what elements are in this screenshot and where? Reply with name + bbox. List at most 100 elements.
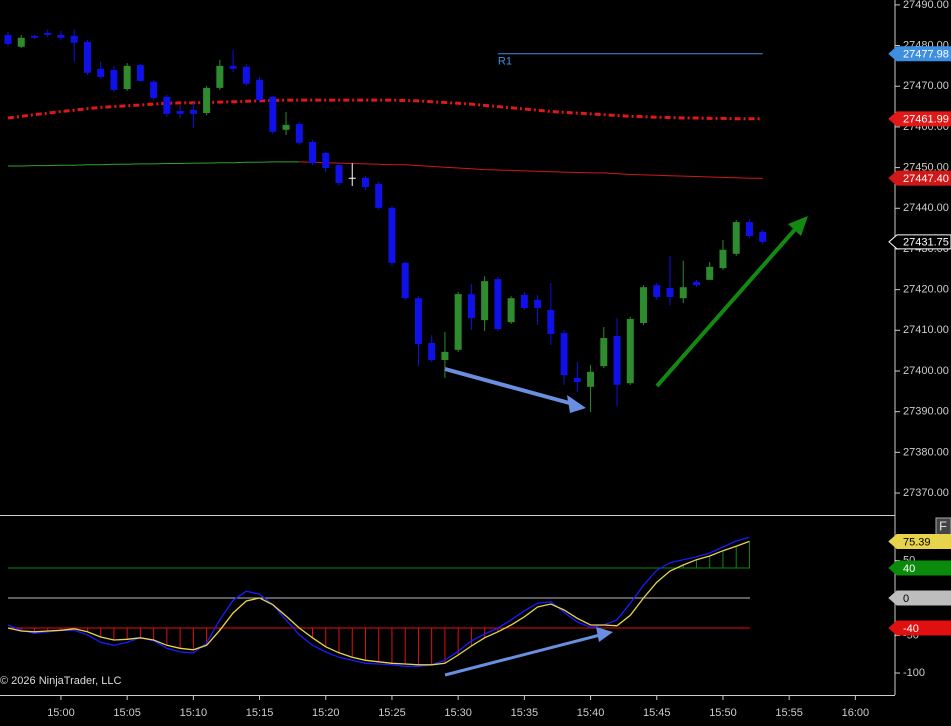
candle-body xyxy=(70,35,78,43)
candle-body xyxy=(428,342,436,361)
y-tick-label: 27400.00 xyxy=(903,365,949,377)
candle-body xyxy=(123,65,131,90)
level-tag-bg xyxy=(888,620,951,636)
candle-body xyxy=(679,287,687,299)
x-tick-label: 15:25 xyxy=(378,707,406,719)
indicator-line xyxy=(7,540,750,666)
x-tick-label: 15:35 xyxy=(511,707,539,719)
candle-body xyxy=(163,96,171,114)
y-tick-label: 27420.00 xyxy=(903,284,949,296)
candle-body xyxy=(229,65,237,69)
y-tick-label: 27470.00 xyxy=(903,80,949,92)
candle-body xyxy=(216,65,224,88)
annotation-arrow xyxy=(444,367,586,413)
plot-area: R1 xyxy=(4,29,767,667)
y-tick-label: 27380.00 xyxy=(903,446,949,458)
moving-average xyxy=(299,161,763,179)
annotation-arrow xyxy=(655,216,808,388)
price-tag-bg xyxy=(888,111,951,127)
candle-body xyxy=(150,81,158,99)
candle-body xyxy=(375,183,383,208)
candle-body xyxy=(176,111,184,114)
candle-body xyxy=(732,222,740,254)
candle-body xyxy=(322,152,330,169)
candle-body xyxy=(626,318,634,384)
candle-body xyxy=(256,79,264,101)
level-tag: 0 xyxy=(903,593,909,605)
x-tick-label: 15:00 xyxy=(47,707,75,719)
candle-body xyxy=(44,32,52,35)
candle-body xyxy=(719,249,727,269)
y-tick-label: 27390.00 xyxy=(903,406,949,418)
candle-body xyxy=(560,333,568,376)
y-tick-label: -100 xyxy=(903,667,925,679)
x-tick-label: 16:00 xyxy=(842,707,870,719)
annotation-arrow xyxy=(444,627,613,677)
last-price-tag-bg xyxy=(888,234,951,250)
indicator-line xyxy=(7,536,750,667)
x-tick-label: 15:40 xyxy=(577,707,605,719)
candle-body xyxy=(441,351,449,361)
candle-body xyxy=(454,294,462,350)
candle-body xyxy=(494,279,502,330)
moving-average xyxy=(8,161,300,167)
x-tick-label: 15:20 xyxy=(312,707,340,719)
candle-body xyxy=(706,266,714,280)
price-tag: 27461.99 xyxy=(903,114,949,126)
candle-body xyxy=(335,165,343,184)
candle-body xyxy=(534,299,542,308)
candle-body xyxy=(587,371,595,387)
candle-body xyxy=(189,109,197,114)
moving-average xyxy=(7,98,763,121)
candle-body xyxy=(242,66,250,84)
candle-body xyxy=(110,69,118,90)
candle-body xyxy=(203,87,211,114)
candle-body xyxy=(759,231,767,242)
candle-body xyxy=(600,338,608,367)
price-tag-bg xyxy=(888,170,951,186)
candle-body xyxy=(481,281,489,321)
candle-body xyxy=(467,294,475,319)
x-tick-label: 15:45 xyxy=(643,707,671,719)
x-tick-label: 15:15 xyxy=(246,707,274,719)
button-label[interactable]: F xyxy=(939,518,947,533)
copyright: © 2026 NinjaTrader, LLC xyxy=(0,675,121,687)
level-tag: -40 xyxy=(903,623,919,635)
price-tag: 27477.98 xyxy=(903,49,949,61)
candle-body xyxy=(692,281,700,286)
candle-body xyxy=(136,65,144,81)
candle-body xyxy=(97,68,105,77)
level-tag-bg xyxy=(888,560,951,576)
pivot-label: R1 xyxy=(498,56,512,68)
candle-body xyxy=(57,34,65,38)
price-tag-bg xyxy=(888,46,951,62)
candle-body xyxy=(573,377,581,382)
candle-body xyxy=(361,177,369,188)
y-tick-label: 27370.00 xyxy=(903,487,949,499)
candle-body xyxy=(4,34,12,44)
level-tag: 40 xyxy=(903,563,915,575)
candle-body xyxy=(30,35,38,38)
candle-body xyxy=(414,298,422,345)
x-tick-label: 15:30 xyxy=(444,707,472,719)
y-tick-label: 27450.00 xyxy=(903,162,949,174)
indicator-tag-bg xyxy=(888,533,951,549)
candle-body xyxy=(17,37,25,47)
last-price-tag: 27431.75 xyxy=(903,237,949,249)
y-tick-label: 27440.00 xyxy=(903,202,949,214)
y-tick-label: 27490.00 xyxy=(903,0,949,11)
candle-body xyxy=(295,124,303,143)
candle-body xyxy=(613,336,621,385)
x-tick-label: 15:50 xyxy=(709,707,737,719)
candle-body xyxy=(547,309,555,334)
candle-body xyxy=(83,41,91,73)
x-tick-label: 15:55 xyxy=(775,707,803,719)
level-tag-bg xyxy=(888,590,951,606)
candle-body xyxy=(388,207,396,263)
candle-body xyxy=(282,124,290,130)
candle-body xyxy=(507,298,515,323)
candle-body xyxy=(666,288,674,297)
